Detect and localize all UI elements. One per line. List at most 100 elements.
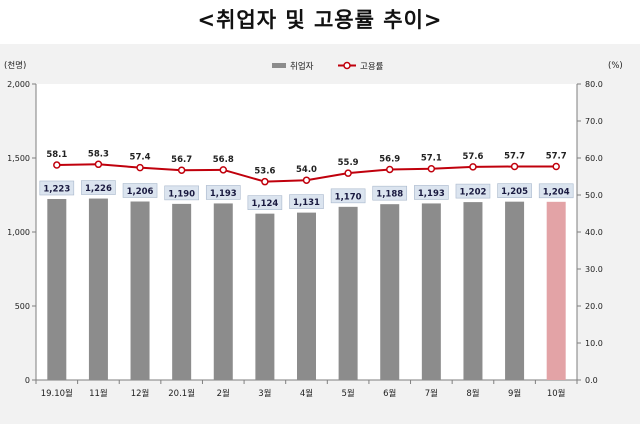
bar-value-label-box: [372, 185, 408, 201]
y-left-tick-label: 1,500: [7, 154, 30, 163]
line-point: [427, 164, 436, 173]
chart-title: <취업자 및 고용률 추이>: [197, 8, 443, 32]
bar-value-label-box: [247, 195, 283, 210]
x-tick-label: 11월: [89, 388, 108, 399]
bar-value-label: 1,206: [127, 187, 154, 197]
y-right-tick-label: 0.0: [585, 376, 598, 385]
y-left-tick-label: 500: [15, 302, 30, 311]
line-value-label: 57.6: [462, 152, 483, 162]
y-right-tick-label: 80.0: [585, 80, 603, 89]
bar: [505, 201, 525, 380]
line-point: [136, 163, 144, 172]
x-tick-label: 4월: [300, 388, 313, 399]
chart: 0 500 1,000 1,500 2,000 0.0 10.0 20.0 30.0 40.0 50…: [4, 60, 623, 399]
y-left-tick-label: 0: [25, 376, 30, 385]
line-point: [94, 160, 103, 169]
line-value-label: 56.9: [379, 154, 400, 164]
y-right-tick-label: 20.0: [585, 302, 603, 311]
bar: [88, 198, 108, 380]
line-value-label: 58.1: [46, 150, 67, 160]
y-right-tick-label: 50.0: [585, 191, 603, 200]
bar-value-label-box: [289, 194, 324, 209]
y-left-unit: (천명): [4, 60, 26, 71]
x-tick-label: 19.10월: [41, 388, 73, 399]
x-tick-label: 5월: [341, 388, 354, 399]
bar-value-label-box: [538, 183, 574, 199]
bar-value-label-box: [497, 183, 532, 198]
bar-value-label: 1,193: [418, 189, 445, 199]
bar-value-label-box: [414, 185, 449, 200]
bar-value-label-box: [455, 183, 491, 199]
legend-swatch-bars: [272, 63, 286, 68]
bar: [338, 206, 358, 380]
chart-panel: 0 500 1,000 1,500 2,000 0.0 10.0 20.0 30.0 40.0 50…: [0, 44, 640, 424]
line-point: [510, 162, 519, 171]
bar: [213, 203, 233, 380]
bar-value-label: 1,170: [335, 192, 362, 202]
bar-value-label: 1,205: [501, 187, 528, 197]
x-tick-label: 20.1월: [168, 388, 195, 399]
bar: [47, 198, 67, 380]
line-point: [261, 177, 269, 186]
bar-value-label: 1,190: [168, 189, 195, 199]
line-point: [177, 166, 186, 174]
line-value-label: 57.7: [504, 152, 525, 162]
line-point: [552, 162, 560, 171]
y-right-tick-label: 70.0: [585, 117, 603, 126]
x-tick-label: 12월: [131, 388, 150, 399]
line-point: [302, 176, 311, 184]
line-value-label: 58.3: [88, 149, 109, 159]
x-tick-label: 6월: [383, 388, 396, 399]
y-right-tick-label: 30.0: [585, 265, 603, 274]
legend-label-bars: 취업자: [290, 62, 314, 72]
bar: [255, 213, 275, 380]
x-tick-label: 9월: [508, 388, 521, 399]
bar-value-label-box: [122, 183, 158, 198]
y-left-tick-label: 1,000: [7, 228, 30, 237]
line-value-label: 57.7: [546, 152, 567, 162]
x-tick-label: 3월: [258, 388, 271, 399]
bar-value-label-box: [39, 180, 75, 196]
y-right-tick-label: 10.0: [585, 339, 603, 348]
line-point: [385, 165, 394, 174]
line-value-label: 54.0: [296, 165, 317, 175]
x-tick-label: 8월: [466, 388, 479, 399]
bar-value-label: 1,226: [85, 184, 112, 194]
line-point: [469, 163, 477, 171]
line-point: [344, 169, 352, 177]
y-right-tick-label: 60.0: [585, 154, 603, 163]
y-left-tick-label: 2,000: [7, 80, 30, 89]
y-right-unit: (%): [608, 61, 623, 71]
bar-value-label-box: [205, 185, 241, 200]
bar: [297, 212, 316, 380]
bar: [546, 201, 566, 380]
bar-value-label: 1,124: [251, 199, 278, 209]
line-value-label: 57.4: [130, 153, 151, 163]
bar-value-label-box: [81, 180, 116, 195]
bar-value-label: 1,202: [460, 188, 487, 198]
bar: [463, 202, 483, 380]
line-point: [219, 166, 228, 174]
bar-value-label: 1,223: [43, 184, 70, 194]
y-right-tick-label: 40.0: [585, 228, 603, 237]
x-tick-label: 7월: [425, 388, 438, 399]
bar: [421, 203, 441, 380]
line-point: [53, 161, 61, 169]
line-value-label: 53.6: [254, 167, 275, 177]
bar: [130, 201, 150, 380]
legend-label-line: 고용률: [360, 62, 384, 72]
line-value-label: 56.8: [213, 155, 234, 165]
bar-value-label: 1,204: [543, 187, 570, 197]
x-tick-label: 2월: [217, 388, 230, 399]
x-tick-label: 10월: [547, 388, 566, 399]
bar: [380, 204, 400, 380]
line-value-label: 55.9: [338, 158, 359, 168]
bar-value-label: 1,188: [376, 190, 403, 200]
bar-value-label-box: [164, 185, 199, 201]
line-value-label: 56.7: [171, 155, 192, 165]
bar-value-label-box: [330, 188, 366, 204]
bar-value-label: 1,193: [210, 189, 237, 199]
bar: [172, 203, 192, 380]
legend-marker-line: [343, 61, 351, 70]
line-value-label: 57.1: [421, 154, 442, 164]
